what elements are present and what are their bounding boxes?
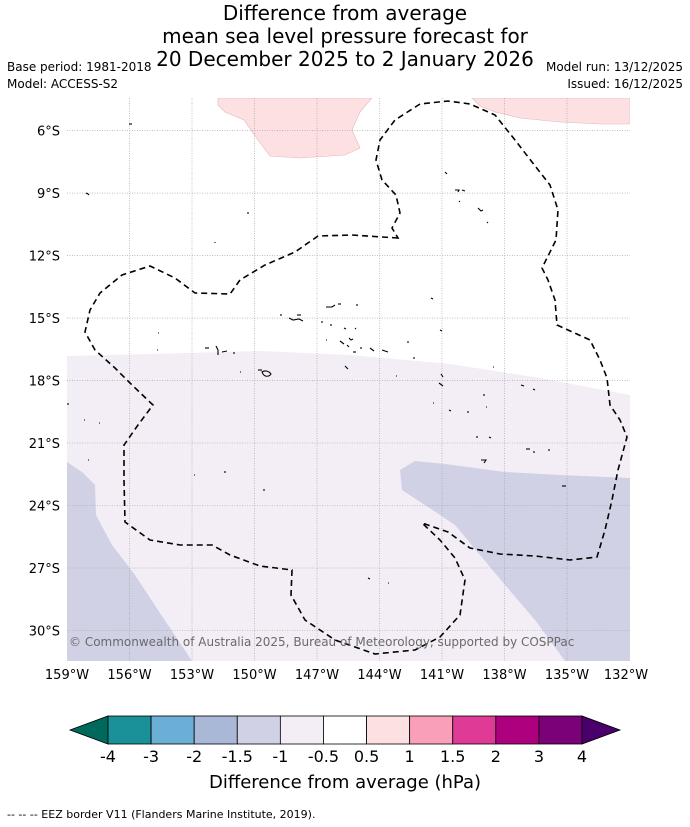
lon-tick-label: 147°W bbox=[295, 668, 339, 683]
lon-tick-label: 144°W bbox=[357, 668, 401, 683]
colorbar-tick-label: -2 bbox=[186, 747, 202, 766]
anomaly-region-lavender-southwest bbox=[67, 462, 192, 661]
lat-tick-label: 24°S bbox=[29, 499, 60, 514]
colorbar-tick-label: 1 bbox=[405, 747, 415, 766]
lon-tick-label: 138°W bbox=[482, 668, 526, 683]
lon-tick-label: 156°W bbox=[107, 668, 151, 683]
colorbar-title: Difference from average (hPa) bbox=[209, 772, 481, 793]
lon-tick-label: 141°W bbox=[420, 668, 464, 683]
lon-tick-label: 150°W bbox=[232, 668, 276, 683]
anomaly-region-pink-north bbox=[217, 98, 373, 159]
anomaly-region-light-lavender bbox=[67, 351, 630, 661]
colorbar-tick-label: -4 bbox=[100, 747, 116, 766]
title-line-3: 20 December 2025 to 2 January 2026 bbox=[156, 47, 534, 71]
eez-border bbox=[84, 100, 628, 655]
colorbar-cell bbox=[409, 715, 454, 745]
map-title: Difference from average mean sea level p… bbox=[0, 2, 690, 71]
lat-tick-label: 30°S bbox=[29, 624, 60, 639]
lon-tick-label: 135°W bbox=[545, 668, 589, 683]
model-run: Model run: 13/12/2025 bbox=[545, 60, 683, 74]
eez-legend-footer: -- -- -- EEZ border V11 (Flanders Marine… bbox=[7, 808, 316, 821]
lon-tick-label: 132°W bbox=[604, 668, 648, 683]
colorbar-tick-label: 3 bbox=[534, 747, 544, 766]
copyright-notice: © Commonwealth of Australia 2025, Bureau… bbox=[69, 635, 574, 649]
latitude-axis: 6°S 9°S 12°S 15°S 18°S 21°S 24°S 27°S 30… bbox=[29, 125, 60, 640]
lat-tick-label: 6°S bbox=[37, 125, 60, 140]
colorbar-labels: -4 -3 -2 -1.5 -1 -0.5 0.5 1 1.5 2 3 4 bbox=[100, 747, 587, 766]
meta-left: Base period: 1981-2018 Model: ACCESS-S2 bbox=[7, 59, 152, 93]
colorbar-tick-label: -3 bbox=[143, 747, 159, 766]
model-name: Model: ACCESS-S2 bbox=[7, 77, 119, 91]
anomaly-region-lavender-east bbox=[400, 461, 630, 661]
colorbar-cell bbox=[495, 715, 540, 745]
lat-tick-label: 15°S bbox=[29, 312, 60, 327]
colorbar-over-arrow bbox=[581, 715, 622, 745]
colorbar: -4 -3 -2 -1.5 -1 -0.5 0.5 1 1.5 2 3 4 Difference fr… bbox=[68, 715, 622, 793]
colorbar-tick-label: -1.5 bbox=[222, 747, 253, 766]
anomaly-region-pink-northeast bbox=[471, 98, 630, 125]
issued-date: Issued: 16/12/2025 bbox=[567, 77, 683, 91]
title-line-2: mean sea level pressure forecast for bbox=[162, 24, 528, 48]
colorbar-under-arrow bbox=[68, 715, 109, 745]
longitude-axis: 159°W 156°W 153°W 150°W 147°W 144°W 141°… bbox=[45, 668, 648, 683]
map-area: © Commonwealth of Australia 2025, Bureau… bbox=[67, 98, 630, 661]
colorbar-tick-label: 0.5 bbox=[354, 747, 379, 766]
lat-tick-label: 18°S bbox=[29, 374, 60, 389]
lat-tick-label: 27°S bbox=[29, 562, 60, 577]
colorbar-cell bbox=[193, 715, 238, 745]
colorbar-cells bbox=[107, 715, 583, 745]
colorbar-cell bbox=[538, 715, 583, 745]
colorbar-cell bbox=[279, 715, 324, 745]
lat-tick-label: 21°S bbox=[29, 437, 60, 452]
colorbar-cell bbox=[150, 715, 195, 745]
islands bbox=[67, 123, 566, 584]
colorbar-cell bbox=[107, 715, 152, 745]
colorbar-tick-label: 2 bbox=[491, 747, 501, 766]
colorbar-tick-label: -0.5 bbox=[308, 747, 339, 766]
colorbar-cell bbox=[452, 715, 497, 745]
colorbar-cell bbox=[323, 715, 367, 745]
lon-tick-label: 153°W bbox=[170, 668, 214, 683]
colorbar-tick-label: 4 bbox=[577, 747, 587, 766]
colorbar-tick-label: -1 bbox=[272, 747, 288, 766]
lat-tick-label: 12°S bbox=[29, 249, 60, 264]
meta-right: Model run: 13/12/2025 Issued: 16/12/2025 bbox=[546, 59, 683, 93]
lat-tick-label: 9°S bbox=[37, 187, 60, 202]
colorbar-cell bbox=[366, 715, 411, 745]
lon-tick-label: 159°W bbox=[45, 668, 89, 683]
base-period: Base period: 1981-2018 bbox=[7, 60, 152, 74]
title-line-1: Difference from average bbox=[222, 1, 468, 25]
colorbar-tick-label: 1.5 bbox=[440, 747, 465, 766]
colorbar-cell bbox=[236, 715, 281, 745]
